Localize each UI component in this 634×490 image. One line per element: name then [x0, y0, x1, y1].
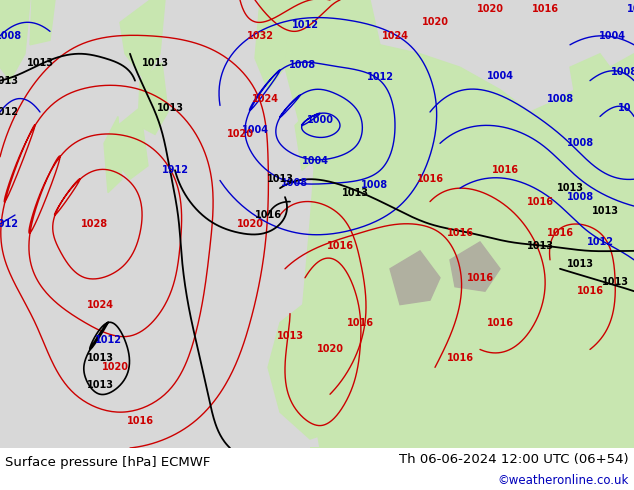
Text: 1008: 1008 [611, 67, 634, 76]
Text: 1013: 1013 [266, 174, 294, 184]
Text: 1912: 1912 [162, 165, 188, 175]
Polygon shape [560, 269, 634, 368]
Text: 1013: 1013 [157, 102, 183, 113]
Text: 1012: 1012 [0, 107, 18, 117]
Text: Th 06-06-2024 12:00 UTC (06+54): Th 06-06-2024 12:00 UTC (06+54) [399, 453, 629, 466]
Text: 1013: 1013 [27, 58, 53, 68]
Text: 1004: 1004 [302, 156, 328, 167]
Text: 1016: 1016 [127, 416, 153, 426]
Text: 1013: 1013 [86, 380, 113, 390]
Text: 1013: 1013 [0, 75, 18, 86]
Polygon shape [30, 0, 55, 45]
Polygon shape [450, 242, 500, 291]
Text: 1016: 1016 [417, 174, 444, 184]
Polygon shape [590, 246, 634, 278]
Polygon shape [310, 403, 634, 448]
Text: 1013: 1013 [86, 353, 113, 364]
Polygon shape [285, 0, 380, 188]
Text: 1016: 1016 [526, 196, 553, 207]
Polygon shape [0, 0, 30, 81]
Text: 1013: 1013 [342, 188, 368, 197]
Polygon shape [112, 107, 148, 179]
Text: 1016: 1016 [446, 353, 474, 364]
Text: 1008: 1008 [361, 180, 389, 191]
Text: 1008: 1008 [566, 138, 593, 148]
Text: 1008: 1008 [566, 192, 593, 202]
Text: 1008: 1008 [0, 31, 22, 41]
Text: 1012: 1012 [94, 336, 122, 345]
Polygon shape [390, 251, 440, 305]
Text: 10: 10 [627, 4, 634, 14]
Polygon shape [104, 117, 122, 193]
Text: 1024: 1024 [252, 94, 278, 103]
Text: 1016: 1016 [347, 318, 373, 327]
Polygon shape [475, 314, 540, 394]
Text: 1016: 1016 [486, 318, 514, 327]
Polygon shape [255, 0, 290, 90]
Text: 1004: 1004 [486, 71, 514, 81]
Text: 1008: 1008 [547, 94, 574, 103]
Text: 1016: 1016 [446, 228, 474, 238]
Text: 1016: 1016 [531, 4, 559, 14]
Text: 1020: 1020 [226, 129, 254, 139]
Text: Surface pressure [hPa] ECMWF: Surface pressure [hPa] ECMWF [5, 456, 210, 469]
Text: 1008: 1008 [288, 60, 316, 71]
Text: 1013: 1013 [557, 183, 583, 193]
Text: 1012: 1012 [0, 219, 18, 229]
Polygon shape [120, 0, 165, 81]
Text: 1013: 1013 [526, 242, 553, 251]
Polygon shape [295, 107, 318, 170]
Text: 1020: 1020 [101, 363, 129, 372]
Text: 1013: 1013 [276, 331, 304, 341]
Text: 1024: 1024 [382, 31, 408, 41]
Text: 1013: 1013 [592, 206, 619, 216]
Text: 1016: 1016 [491, 165, 519, 175]
Text: 1028: 1028 [81, 219, 108, 229]
Text: 1020: 1020 [316, 344, 344, 354]
Polygon shape [570, 54, 610, 125]
Text: 1004: 1004 [598, 31, 626, 41]
Polygon shape [595, 54, 634, 188]
Text: 1020: 1020 [477, 4, 503, 14]
Text: 1020: 1020 [236, 219, 264, 229]
Polygon shape [268, 291, 370, 439]
Text: 1032: 1032 [247, 31, 273, 41]
Text: 1016: 1016 [327, 242, 354, 251]
Polygon shape [440, 368, 462, 403]
Text: 1008: 1008 [281, 178, 309, 189]
Text: 1020: 1020 [422, 18, 448, 27]
Polygon shape [300, 45, 634, 448]
Text: 1024: 1024 [86, 300, 113, 310]
Text: 1016: 1016 [576, 286, 604, 296]
Text: 1013: 1013 [141, 58, 169, 68]
Text: 10: 10 [618, 102, 631, 113]
Text: 1012: 1012 [586, 237, 614, 247]
Text: 1013: 1013 [602, 277, 628, 287]
Text: 1016: 1016 [254, 210, 281, 220]
Text: 1016: 1016 [467, 273, 493, 283]
Polygon shape [138, 63, 168, 134]
Text: 1012: 1012 [292, 21, 318, 30]
Text: 1012: 1012 [366, 73, 394, 82]
Polygon shape [400, 358, 420, 394]
Text: 1000: 1000 [306, 116, 333, 125]
Text: 1016: 1016 [547, 228, 574, 238]
Text: ©weatheronline.co.uk: ©weatheronline.co.uk [498, 474, 629, 487]
Text: 1013: 1013 [567, 259, 593, 270]
Text: 1004: 1004 [242, 125, 269, 135]
